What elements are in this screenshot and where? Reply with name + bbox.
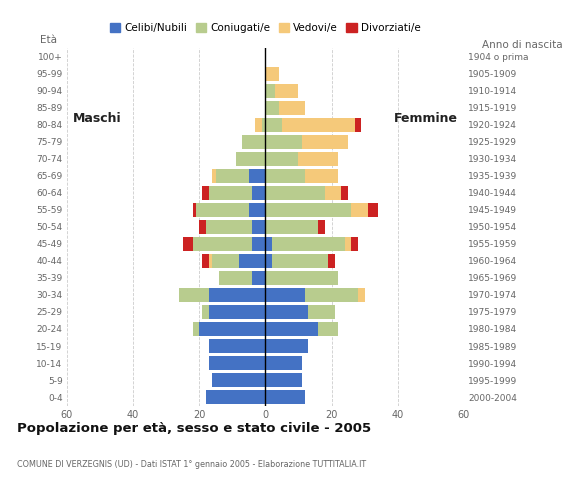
Bar (266, 152, 299, 166)
Bar (266, 135, 302, 149)
Bar (209, 186, 252, 200)
Bar (202, 254, 209, 268)
Bar (202, 186, 209, 200)
Bar (266, 356, 302, 370)
Bar (266, 203, 351, 217)
Bar (252, 186, 266, 200)
Bar (266, 220, 318, 234)
Legend: Celibi/Nubili, Coniugati/e, Vedovi/e, Divorziati/e: Celibi/Nubili, Coniugati/e, Vedovi/e, Di… (106, 19, 425, 37)
Bar (266, 169, 305, 183)
Bar (358, 288, 365, 302)
Bar (209, 305, 266, 319)
Bar (328, 254, 335, 268)
Bar (209, 288, 266, 302)
Bar (252, 220, 266, 234)
Bar (252, 237, 266, 251)
Bar (209, 339, 266, 353)
Bar (266, 118, 282, 132)
Bar (266, 288, 305, 302)
Bar (252, 271, 266, 285)
Bar (262, 118, 266, 132)
Bar (266, 390, 305, 404)
Bar (212, 169, 216, 183)
Bar (216, 169, 249, 183)
Bar (212, 373, 266, 387)
Bar (309, 305, 335, 319)
Bar (266, 339, 309, 353)
Text: Maschi: Maschi (73, 112, 122, 125)
Bar (325, 186, 342, 200)
Bar (206, 390, 266, 404)
Bar (266, 305, 309, 319)
Text: Anno di nascita: Anno di nascita (482, 40, 563, 50)
Bar (212, 254, 239, 268)
Bar (193, 237, 252, 251)
Bar (266, 67, 278, 81)
Bar (249, 169, 266, 183)
Bar (266, 271, 338, 285)
Bar (299, 152, 338, 166)
Bar (209, 254, 212, 268)
Bar (199, 322, 266, 336)
Bar (342, 186, 348, 200)
Bar (302, 135, 348, 149)
Bar (193, 322, 199, 336)
Bar (351, 203, 368, 217)
Text: Popolazione per età, sesso e stato civile - 2005: Popolazione per età, sesso e stato civil… (17, 422, 372, 435)
Bar (272, 254, 328, 268)
Bar (179, 288, 209, 302)
Bar (305, 169, 338, 183)
Bar (305, 288, 358, 302)
Bar (318, 322, 338, 336)
Bar (355, 118, 361, 132)
Bar (266, 186, 325, 200)
Bar (282, 118, 355, 132)
Bar (351, 237, 358, 251)
Bar (368, 203, 378, 217)
Bar (266, 101, 278, 115)
Text: COMUNE DI VERZEGNIS (UD) - Dati ISTAT 1° gennaio 2005 - Elaborazione TUTTITALIA.: COMUNE DI VERZEGNIS (UD) - Dati ISTAT 1°… (17, 459, 367, 468)
Bar (219, 271, 252, 285)
Bar (345, 237, 351, 251)
Bar (202, 305, 209, 319)
Bar (239, 254, 266, 268)
Bar (255, 118, 262, 132)
Text: Età: Età (40, 35, 57, 45)
Bar (266, 373, 302, 387)
Bar (206, 220, 252, 234)
Bar (266, 254, 272, 268)
Bar (276, 84, 299, 97)
Bar (183, 237, 193, 251)
Bar (196, 203, 249, 217)
Bar (266, 84, 275, 97)
Bar (272, 237, 345, 251)
Bar (278, 101, 305, 115)
Bar (193, 203, 196, 217)
Text: Femmine: Femmine (393, 112, 458, 125)
Bar (318, 220, 325, 234)
Bar (249, 203, 266, 217)
Bar (209, 356, 266, 370)
Bar (266, 237, 272, 251)
Bar (199, 220, 206, 234)
Bar (266, 322, 318, 336)
Bar (235, 152, 266, 166)
Bar (242, 135, 266, 149)
